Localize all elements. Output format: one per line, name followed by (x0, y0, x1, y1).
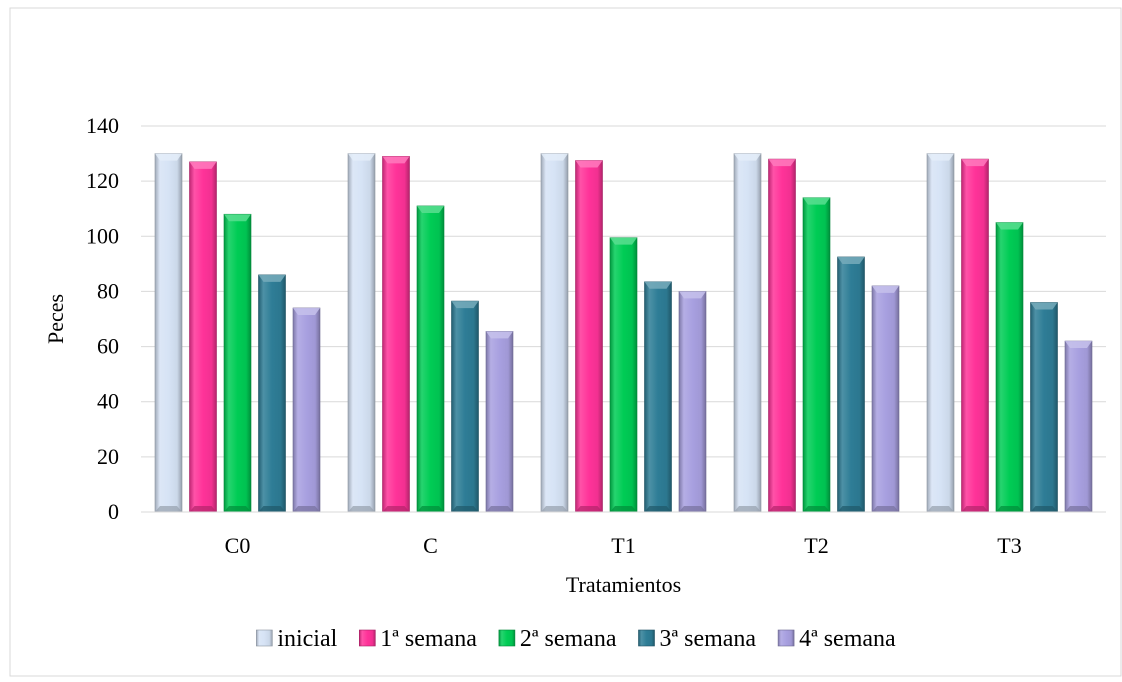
legend-label: 2ª semana (520, 626, 617, 652)
bar (223, 213, 252, 513)
bar (292, 307, 321, 513)
bar (995, 222, 1024, 513)
bar (382, 156, 410, 513)
x-tick-label: T1 (611, 533, 635, 558)
bar (416, 205, 445, 513)
legend-label: 4ª semana (799, 626, 896, 652)
legend-swatch (777, 629, 795, 647)
legend-swatch (359, 629, 376, 647)
bar (451, 300, 479, 513)
y-axis-ticks: 0 20 40 60 80 100 120 140 (86, 113, 119, 524)
y-tick-label: 40 (97, 389, 119, 414)
legend: inicial 1ª semana 2ª semana 3ª semana 4ª sem… (256, 626, 896, 652)
bar (258, 274, 286, 513)
legend-item: 3ª semana (638, 626, 756, 652)
legend-swatch (498, 629, 516, 647)
bar (485, 331, 514, 513)
legend-label: 1ª semana (380, 626, 477, 652)
bar (1030, 302, 1058, 513)
bar (871, 285, 900, 513)
bar (347, 153, 376, 513)
bar (768, 158, 796, 513)
legend-item: 1ª semana (359, 626, 477, 652)
x-tick-label: C0 (225, 533, 251, 558)
legend-item: inicial (256, 626, 338, 652)
legend-item: 4ª semana (777, 626, 896, 652)
legend-label: inicial (277, 626, 337, 652)
bars (154, 153, 1093, 513)
bar (154, 153, 183, 513)
x-tick-label: T3 (997, 533, 1021, 558)
legend-label: 3ª semana (659, 626, 756, 652)
y-tick-label: 100 (86, 223, 119, 248)
y-tick-label: 80 (97, 278, 119, 303)
bar (961, 158, 989, 513)
bar (189, 161, 217, 513)
bar (733, 153, 762, 513)
legend-item: 2ª semana (498, 626, 617, 652)
x-axis-label: Tratamientos (566, 572, 681, 597)
x-axis-ticks: C0 C T1 T2 T3 (225, 533, 1022, 558)
y-tick-label: 120 (86, 168, 119, 193)
y-tick-label: 20 (97, 444, 119, 469)
bar (802, 197, 831, 513)
bar (837, 256, 865, 513)
bar (926, 153, 955, 513)
y-tick-label: 140 (86, 113, 119, 138)
bar (678, 291, 707, 513)
y-tick-label: 60 (97, 334, 119, 359)
bar (540, 153, 569, 513)
bar (575, 160, 603, 513)
legend-swatch (256, 629, 273, 647)
x-tick-label: C (423, 533, 438, 558)
bar (1064, 340, 1093, 513)
bar (609, 237, 638, 513)
y-axis-label: Peces (43, 294, 68, 344)
y-tick-label: 0 (108, 499, 119, 524)
bar (644, 281, 672, 513)
x-tick-label: T2 (804, 533, 828, 558)
legend-swatch (638, 629, 655, 647)
